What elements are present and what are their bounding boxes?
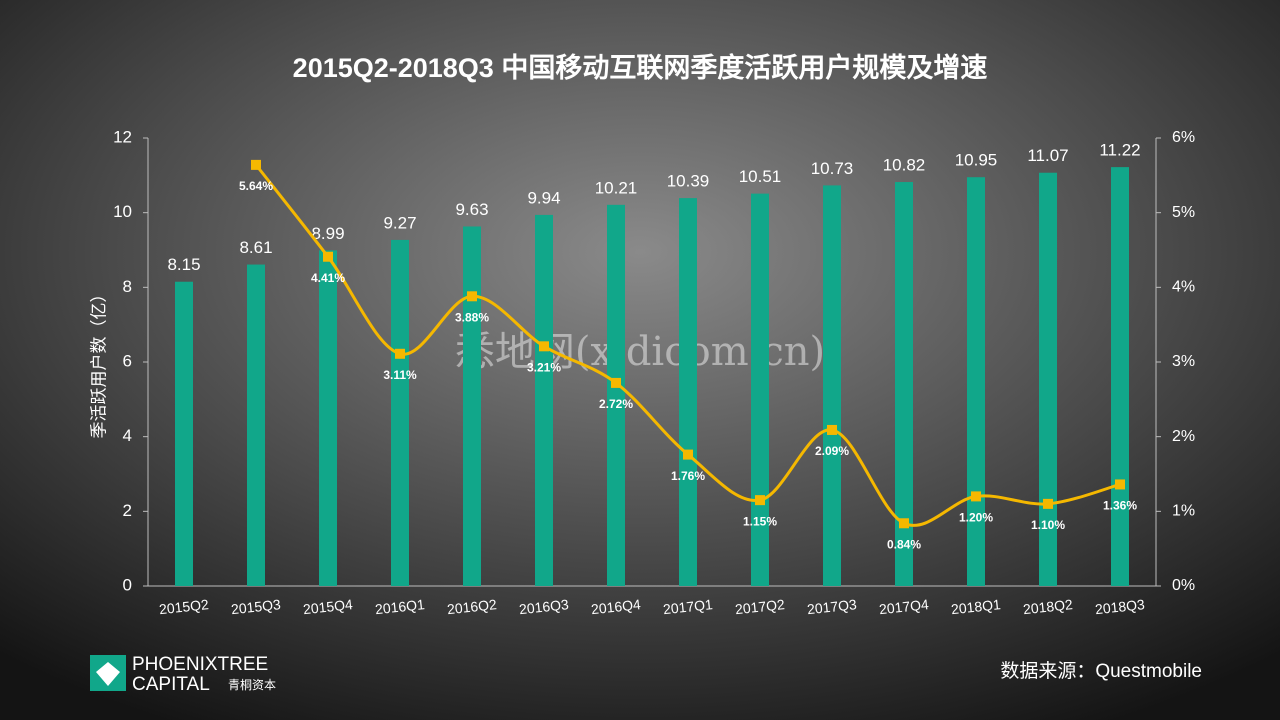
line-marker <box>395 348 405 359</box>
bar <box>535 214 553 586</box>
bar <box>967 177 985 586</box>
y-tick-label: 2 <box>123 501 132 520</box>
bar-value-label: 10.51 <box>739 167 782 186</box>
line-marker <box>971 491 981 502</box>
y-axis-title: 季活跃用户数（亿） <box>89 286 108 439</box>
line-value-label: 3.88% <box>455 310 489 324</box>
y-tick-label: 0 <box>123 575 132 594</box>
x-tick-label: 2015Q2 <box>158 596 209 617</box>
bar <box>1111 167 1129 586</box>
bar-value-label: 10.73 <box>811 159 854 178</box>
line-marker <box>251 159 261 170</box>
y-tick-label: 4 <box>123 426 132 445</box>
x-tick-label: 2016Q4 <box>590 596 641 617</box>
bar <box>175 281 193 586</box>
y2-tick-label: 4% <box>1172 279 1195 296</box>
x-tick-label: 2016Q2 <box>446 596 497 617</box>
x-tick-label: 2018Q3 <box>1094 596 1145 617</box>
bar-value-label: 10.82 <box>883 156 926 175</box>
bar <box>391 239 409 587</box>
line-marker <box>1115 479 1125 490</box>
logo-icon-mark <box>96 662 120 686</box>
x-tick-label: 2016Q3 <box>518 596 569 617</box>
x-tick-label: 2018Q2 <box>1022 596 1073 617</box>
line-marker <box>539 341 549 352</box>
bar-value-label: 9.27 <box>383 213 416 232</box>
x-tick-label: 2016Q1 <box>374 596 425 617</box>
y2-tick-label: 0% <box>1172 577 1195 594</box>
bar <box>751 193 769 587</box>
bar <box>463 226 481 587</box>
bar <box>319 250 337 586</box>
bar-value-label: 8.61 <box>239 238 272 257</box>
line-value-label: 1.15% <box>743 514 777 528</box>
bar-value-label: 9.63 <box>455 200 488 219</box>
y2-tick-label: 3% <box>1172 353 1195 370</box>
y2-tick-label: 6% <box>1172 129 1195 146</box>
line-marker <box>1043 498 1053 509</box>
bar <box>607 204 625 586</box>
y-tick-label: 8 <box>123 277 132 296</box>
x-tick-label: 2015Q4 <box>302 596 353 617</box>
line-value-label: 5.64% <box>239 179 273 193</box>
line-value-label: 1.76% <box>671 469 705 483</box>
line-value-label: 1.36% <box>1103 499 1137 513</box>
line-marker <box>323 251 333 262</box>
bar <box>247 264 265 586</box>
watermark: 悉地网(xidicom.cn) <box>455 329 825 375</box>
logo: PHOENIXTREE CAPITAL 青桐资本 <box>90 654 276 695</box>
logo-text: CAPITAL <box>132 674 210 695</box>
x-tick-label: 2015Q3 <box>230 596 281 617</box>
line-value-label: 2.09% <box>815 444 849 458</box>
x-tick-label: 2017Q2 <box>734 596 785 617</box>
line-value-label: 3.11% <box>383 368 417 382</box>
line-marker <box>899 518 909 529</box>
source: 数据来源：Questmobile <box>1000 660 1202 682</box>
line-value-label: 0.84% <box>887 537 921 551</box>
y-tick-label: 10 <box>113 202 132 221</box>
y-tick-label: 12 <box>113 127 132 146</box>
bar-value-label: 10.21 <box>595 178 638 197</box>
bar-value-label: 10.39 <box>667 172 710 191</box>
line-marker <box>755 495 765 506</box>
bar <box>895 182 913 586</box>
y2-tick-label: 5% <box>1172 204 1195 221</box>
line-marker <box>827 424 837 435</box>
x-tick-label: 2017Q3 <box>806 596 857 617</box>
line-marker <box>467 291 477 302</box>
bar <box>679 198 697 586</box>
y-tick-label: 6 <box>123 351 132 370</box>
bar <box>823 185 841 586</box>
x-tick-label: 2018Q1 <box>950 596 1001 617</box>
x-tick-label: 2017Q1 <box>662 596 713 617</box>
logo-text: PHOENIXTREE <box>132 654 268 675</box>
line-value-label: 3.21% <box>527 360 561 374</box>
line-marker <box>683 449 693 460</box>
line-value-label: 2.72% <box>599 397 633 411</box>
bar-value-label: 11.22 <box>1099 141 1140 160</box>
x-tick-label: 2017Q4 <box>878 596 929 617</box>
line-marker <box>611 377 621 388</box>
line-value-label: 4.41% <box>311 271 345 285</box>
bar-value-label: 10.95 <box>955 151 998 170</box>
line-value-label: 1.10% <box>1031 518 1065 532</box>
y2-tick-label: 2% <box>1172 428 1195 445</box>
bar-value-label: 9.94 <box>527 188 560 207</box>
chart-title: 2015Q2-2018Q3 中国移动互联网季度活跃用户规模及增速 <box>293 52 988 83</box>
bar <box>1039 172 1057 586</box>
y2-tick-label: 1% <box>1172 503 1195 520</box>
bar-value-label: 11.07 <box>1027 146 1068 165</box>
bar-value-label: 8.99 <box>311 224 344 243</box>
bar-value-label: 8.15 <box>167 255 200 274</box>
line-value-label: 1.20% <box>959 511 993 525</box>
logo-text: 青桐资本 <box>228 678 276 692</box>
